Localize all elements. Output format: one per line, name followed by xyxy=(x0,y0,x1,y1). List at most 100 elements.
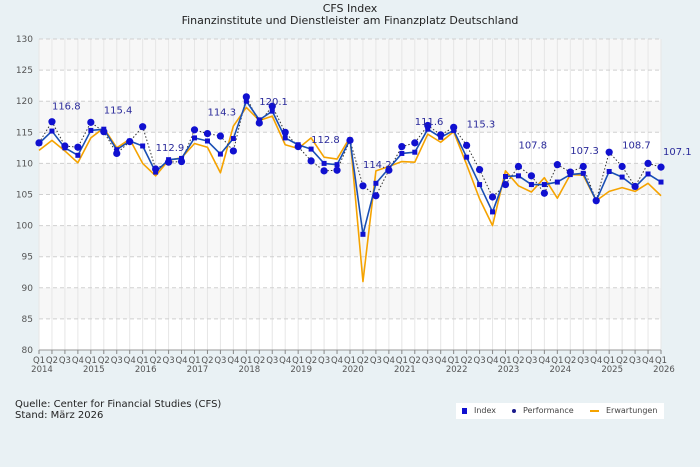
x-tick-label: Q4 xyxy=(642,356,654,366)
x-tick-label: Q1 xyxy=(137,356,149,366)
y-tick-label: 130 xyxy=(16,35,33,45)
performance-marker xyxy=(48,118,56,126)
index-marker xyxy=(88,127,94,133)
index-marker xyxy=(541,182,547,188)
x-tick-label: Q3 xyxy=(163,356,175,366)
performance-marker xyxy=(566,168,574,176)
performance-marker xyxy=(527,172,536,180)
y-tick-label: 120 xyxy=(16,97,33,107)
y-tick-label: 110 xyxy=(16,159,33,169)
performance-marker xyxy=(411,139,419,147)
x-tick-label: Q2 xyxy=(357,356,369,366)
x-tick-label: Q4 xyxy=(486,356,498,366)
x-year-label: 2014 xyxy=(31,365,53,375)
performance-marker xyxy=(450,123,458,131)
x-tick-label: Q2 xyxy=(461,356,473,366)
index-marker xyxy=(554,179,560,185)
performance-marker xyxy=(255,119,263,127)
source-text: Quelle: Center for Financial Studies (CF… xyxy=(15,399,222,410)
performance-marker xyxy=(87,118,95,126)
index-marker xyxy=(334,162,340,168)
chart-subtitle: Finanzinstitute und Dienstleister am Fin… xyxy=(181,14,519,27)
index-marker xyxy=(282,135,288,141)
performance-marker xyxy=(618,162,626,171)
performance-marker xyxy=(229,147,237,155)
x-tick-label: Q3 xyxy=(525,356,537,366)
index-marker xyxy=(269,108,275,114)
performance-marker xyxy=(164,158,173,166)
data-label: 112.9 xyxy=(156,143,185,154)
x-tick-label: Q4 xyxy=(72,356,84,366)
performance-marker xyxy=(152,165,160,173)
legend-item-erwartungen[interactable]: Erwartungen xyxy=(590,406,657,415)
x-year-label: 2019 xyxy=(290,365,312,375)
performance-marker xyxy=(475,166,484,174)
index-marker xyxy=(230,136,236,142)
x-tick-label: Q3 xyxy=(422,356,434,366)
x-tick-label: Q3 xyxy=(318,356,330,366)
performance-marker xyxy=(216,132,225,140)
index-marker xyxy=(321,160,327,166)
legend: Index Performance Erwartungen xyxy=(456,403,664,419)
index-marker xyxy=(580,170,586,176)
x-tick-label: Q1 xyxy=(240,356,252,366)
index-marker xyxy=(464,154,470,160)
annotations-layer: 116.8 115.4 112.9 114.3 120.1 112.8 114.2 111.6… xyxy=(52,97,692,171)
index-marker xyxy=(425,126,431,132)
performance-marker xyxy=(126,138,134,146)
data-label: 120.1 xyxy=(259,97,288,108)
x-tick-label: Q2 xyxy=(98,356,110,366)
index-marker xyxy=(75,152,81,158)
x-year-label: 2018 xyxy=(239,365,261,375)
performance-marker xyxy=(463,141,471,149)
index-marker xyxy=(412,149,418,155)
x-tick-label: Q1 xyxy=(448,356,460,366)
performance-marker xyxy=(592,197,600,205)
performance-marker xyxy=(268,102,276,110)
performance-marker xyxy=(424,121,432,130)
performance-marker xyxy=(501,180,510,189)
index-marker xyxy=(308,146,314,152)
x-tick-label: Q3 xyxy=(474,356,486,366)
data-label: 115.3 xyxy=(467,119,496,130)
x-year-label: 2016 xyxy=(135,365,157,375)
performance-marker xyxy=(437,131,445,139)
footer: Quelle: Center for Financial Studies (CF… xyxy=(15,399,221,421)
y-tick-label: 80 xyxy=(22,346,34,356)
data-label: 115.4 xyxy=(104,106,133,117)
index-marker xyxy=(49,128,55,134)
data-label: 107.1 xyxy=(663,147,692,158)
chart-title-block: CFS Index Finanzinstitute und Dienstleis… xyxy=(0,3,700,27)
y-tick-label: 105 xyxy=(16,191,33,201)
index-marker xyxy=(528,182,534,188)
line-marker-icon xyxy=(590,409,599,412)
performance-marker xyxy=(605,148,613,156)
x-tick-label: Q1 xyxy=(85,356,97,366)
y-axis: 80 85 90 95 100 105 110 115 120 125 130 xyxy=(16,35,33,356)
data-label: 108.7 xyxy=(622,141,651,152)
x-tick-label: Q4 xyxy=(435,356,447,366)
performance-marker xyxy=(74,143,82,151)
legend-item-index[interactable]: Index xyxy=(462,406,496,415)
index-marker xyxy=(658,179,664,185)
performance-marker xyxy=(307,157,315,165)
x-year-label: 2022 xyxy=(446,365,468,375)
y-tick-label: 95 xyxy=(22,253,33,263)
index-marker xyxy=(360,231,366,237)
x-tick-label: Q4 xyxy=(279,356,291,366)
x-tick-label: Q3 xyxy=(577,356,589,366)
x-tick-label: Q4 xyxy=(538,356,550,366)
x-tick-label: Q3 xyxy=(266,356,278,366)
x-tick-label: Q3 xyxy=(111,356,123,366)
legend-item-performance[interactable]: Performance xyxy=(512,406,574,415)
performance-marker xyxy=(294,143,302,151)
performance-marker xyxy=(61,142,69,150)
performance-marker xyxy=(398,143,406,151)
legend-label: Performance xyxy=(523,406,574,415)
index-marker xyxy=(204,138,210,144)
x-year-label: 2020 xyxy=(342,365,364,375)
x-year-label: 2015 xyxy=(83,365,105,375)
data-label: 112.8 xyxy=(311,135,340,146)
x-tick-label: Q2 xyxy=(253,356,265,366)
